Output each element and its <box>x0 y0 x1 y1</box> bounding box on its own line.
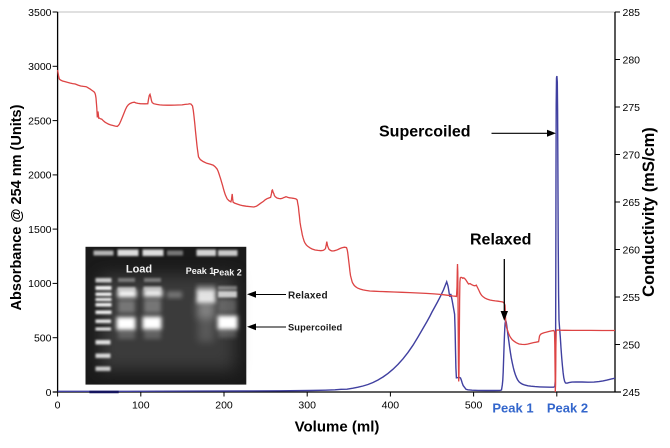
svg-text:Peak 2: Peak 2 <box>213 268 242 278</box>
svg-text:Volume (ml): Volume (ml) <box>295 419 380 436</box>
svg-text:Absorbance @ 254 nm (Units): Absorbance @ 254 nm (Units) <box>9 104 25 310</box>
svg-text:Conductivity (mS/cm): Conductivity (mS/cm) <box>640 127 658 297</box>
svg-text:1500: 1500 <box>28 224 52 236</box>
svg-text:245: 245 <box>623 387 641 399</box>
svg-text:3000: 3000 <box>28 61 52 73</box>
svg-text:Peak 1: Peak 1 <box>492 401 533 416</box>
svg-text:Relaxed: Relaxed <box>470 232 531 249</box>
svg-text:Supercoiled: Supercoiled <box>288 323 343 333</box>
svg-text:0: 0 <box>55 400 61 412</box>
svg-text:270: 270 <box>623 149 641 161</box>
svg-text:260: 260 <box>623 244 641 256</box>
svg-text:Peak 2: Peak 2 <box>547 401 588 416</box>
svg-text:500: 500 <box>34 333 52 345</box>
svg-text:280: 280 <box>623 54 641 66</box>
svg-text:200: 200 <box>215 400 233 412</box>
svg-text:255: 255 <box>623 292 641 304</box>
svg-text:1000: 1000 <box>28 278 52 290</box>
svg-text:275: 275 <box>623 102 641 114</box>
svg-text:250: 250 <box>623 339 641 351</box>
svg-text:500: 500 <box>465 400 483 412</box>
svg-text:2500: 2500 <box>28 115 52 127</box>
svg-text:2000: 2000 <box>28 170 52 182</box>
svg-text:0: 0 <box>46 387 52 399</box>
svg-text:100: 100 <box>132 400 150 412</box>
svg-text:285: 285 <box>623 7 641 19</box>
svg-text:3500: 3500 <box>28 7 52 19</box>
svg-text:Peak 1: Peak 1 <box>186 266 215 276</box>
svg-text:400: 400 <box>382 400 400 412</box>
svg-text:Load: Load <box>126 264 152 276</box>
svg-text:265: 265 <box>623 197 641 209</box>
svg-text:300: 300 <box>298 400 316 412</box>
svg-text:Supercoiled: Supercoiled <box>379 124 471 141</box>
svg-text:Relaxed: Relaxed <box>288 291 328 302</box>
